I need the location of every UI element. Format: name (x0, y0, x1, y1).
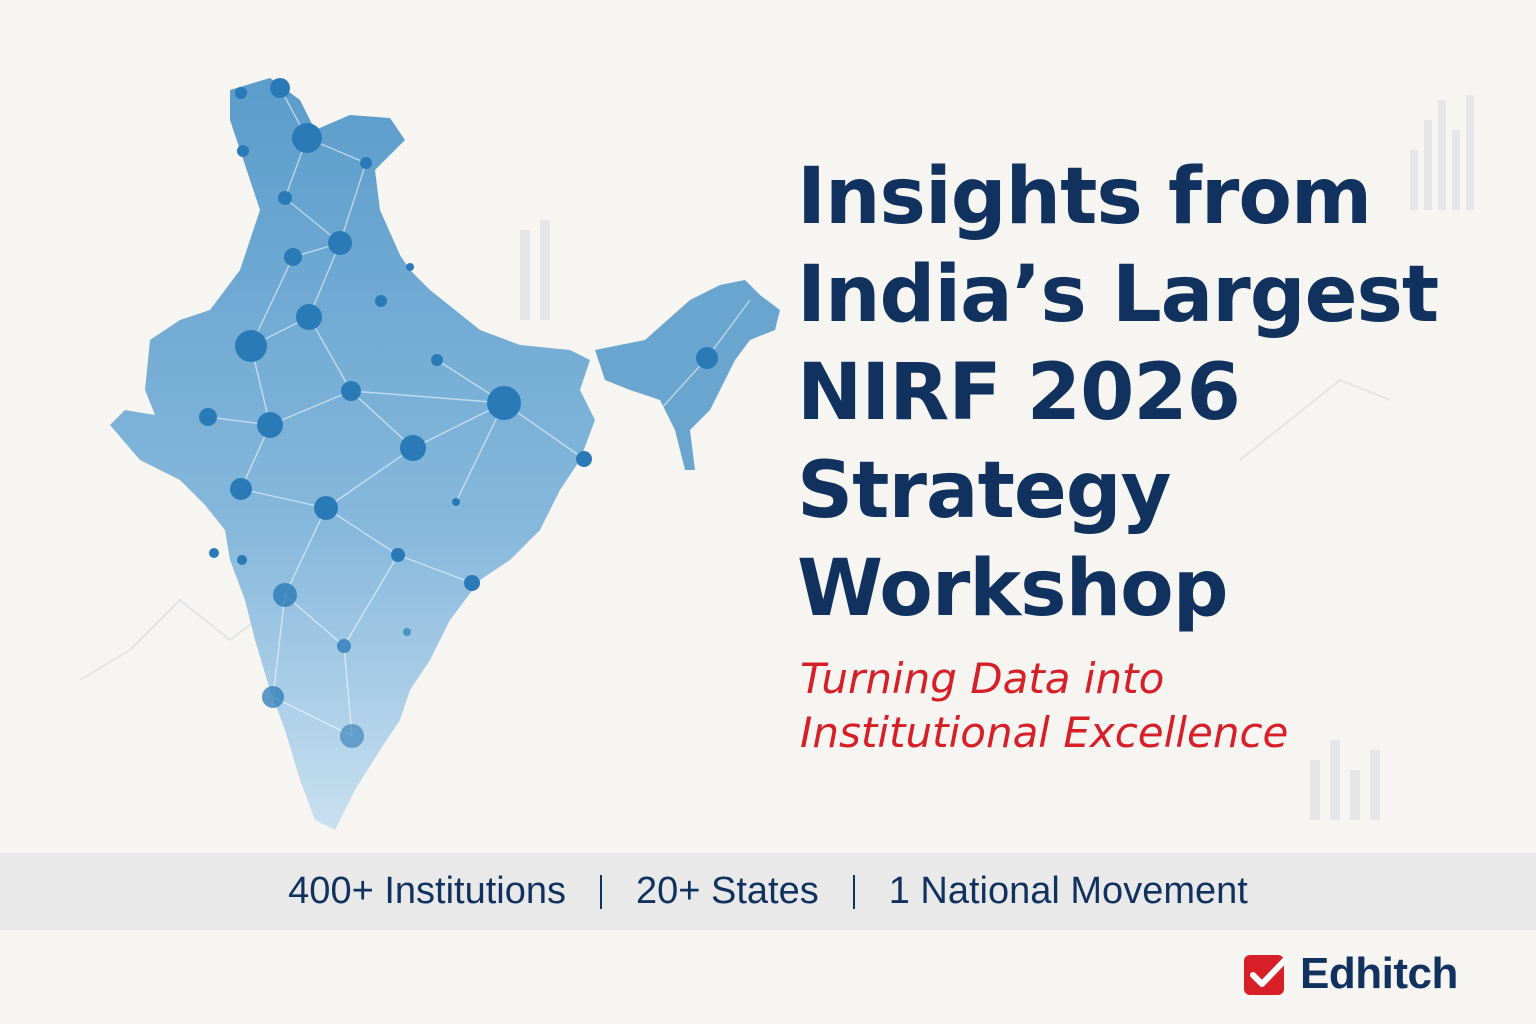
india-map (100, 60, 800, 850)
tagline-line-2: Institutional Excellence (800, 708, 1289, 757)
stat-movement: 1 National Movement (888, 870, 1248, 912)
brand-logo: Edhitch (1242, 948, 1458, 1000)
stat-institutions: 400+ Institutions (288, 870, 566, 912)
headline-line-1: Insights from (797, 152, 1372, 242)
stats-bar: 400+ Institutions 20+ States 1 National … (0, 853, 1536, 930)
headline-line-2: India’s Largest (797, 250, 1439, 340)
headline: Insights from India’s Largest NIRF 2026 … (797, 148, 1477, 638)
brand-name: Edhitch (1300, 949, 1458, 998)
india-northeast-shape (595, 280, 780, 470)
headline-line-4: Strategy (797, 446, 1171, 536)
headline-line-5: Workshop (797, 544, 1229, 634)
network-nodes (199, 78, 718, 748)
tagline-line-1: Turning Data into (800, 654, 1165, 703)
stat-divider (599, 874, 602, 909)
headline-line-3: NIRF 2026 (797, 348, 1241, 438)
india-mainland-shape (110, 78, 595, 830)
stat-states: 20+ States (635, 870, 819, 912)
tagline: Turning Data into Institutional Excellen… (800, 652, 1440, 760)
checkmark-icon (1244, 955, 1289, 995)
stat-divider (852, 874, 855, 909)
